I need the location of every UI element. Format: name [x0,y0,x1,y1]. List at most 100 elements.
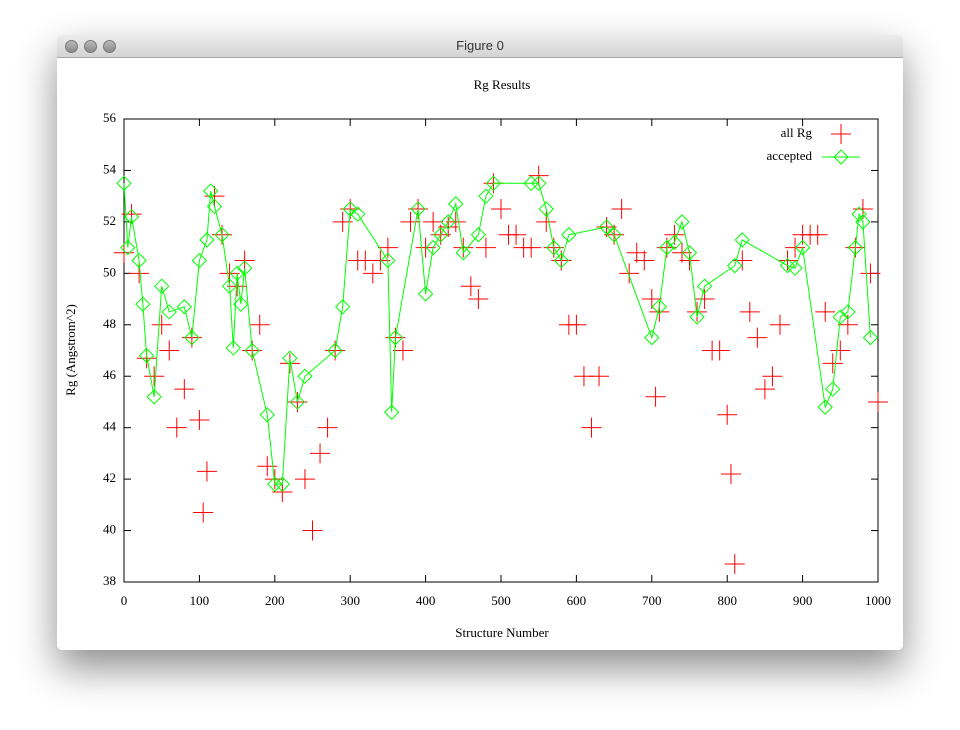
data-point [114,242,134,263]
data-point [249,314,270,335]
window: Figure 0 [57,35,903,650]
data-point [561,227,577,243]
data-point [289,394,306,410]
data-point [724,553,745,574]
data-point [334,299,351,315]
data-point [666,234,683,251]
data-point [282,350,298,366]
y-tick-label: 40 [103,522,116,537]
data-point [233,296,249,312]
data-point [611,199,632,220]
data-point [302,520,323,541]
data-point [144,366,165,387]
data-point [214,227,230,243]
x-tick-label: 600 [567,593,587,608]
data-point [244,342,260,359]
data-point [747,327,768,348]
y-tick-label: 50 [103,264,116,279]
data-point [734,232,750,248]
data-point [851,206,867,222]
data-point [762,366,783,387]
data-point [453,237,474,258]
data-point [432,227,449,243]
data-point [153,278,170,294]
data-point [259,407,275,423]
x-tick-label: 400 [416,593,436,608]
data-point [855,214,871,230]
data-point [342,201,358,217]
data-point [696,278,713,294]
data-point [868,391,888,412]
legend-label: all Rg [781,125,813,140]
data-point [400,211,421,232]
data-point [709,340,730,361]
data-point [203,183,219,199]
title-bar: Figure 0 [57,35,903,58]
data-point [176,299,193,315]
x-tick-label: 700 [642,593,662,608]
data-point [129,263,150,284]
legend-marker [831,124,851,144]
data-point [825,381,841,397]
data-point [536,211,557,232]
data-point [297,368,313,384]
data-point [727,257,743,274]
data-point [491,199,511,220]
legend-marker [833,149,849,165]
legend-label: accepted [767,148,813,163]
chart-title: Rg Results [474,77,531,92]
data-point [120,239,136,256]
data-point [674,214,690,230]
data-point [274,476,291,492]
data-point [383,404,400,420]
data-point [350,206,366,222]
data-point [689,309,705,325]
x-tick-label: 300 [340,593,360,608]
data-point [387,329,404,346]
data-point [460,276,481,297]
data-point [523,175,539,192]
data-point [310,443,331,464]
data-point [720,463,741,484]
data-point [191,252,208,269]
data-point [626,242,647,263]
data-point [234,250,255,271]
y-axis-label: Rg (Angstrom^2) [63,304,78,396]
data-point [423,211,444,232]
data-point [528,165,549,186]
data-point [641,289,662,310]
data-point [645,386,666,407]
data-point [410,201,426,217]
data-point [196,461,217,482]
data-point [553,252,570,269]
x-tick-label: 100 [190,593,210,608]
window-title: Figure 0 [456,38,504,53]
data-point [151,314,172,335]
data-point [199,232,215,248]
series-line [123,182,871,485]
data-point [425,239,441,256]
data-point [830,340,851,361]
data-point [380,252,396,269]
data-point [589,366,610,387]
data-point [581,417,602,438]
data-point [448,196,464,212]
data-point [794,239,811,256]
data-point [478,188,494,204]
data-point [681,245,698,261]
x-tick-label: 800 [717,593,737,608]
zoom-button[interactable] [103,40,116,53]
data-point [204,186,225,207]
data-point [506,224,527,245]
data-point [161,304,177,320]
data-point [267,476,283,492]
x-tick-label: 0 [121,593,128,608]
data-point [392,340,413,361]
data-point [832,309,849,325]
data-point [779,257,796,274]
close-button[interactable] [65,40,78,53]
minimize-button[interactable] [84,40,97,53]
data-point [317,417,338,438]
data-point [651,299,668,315]
